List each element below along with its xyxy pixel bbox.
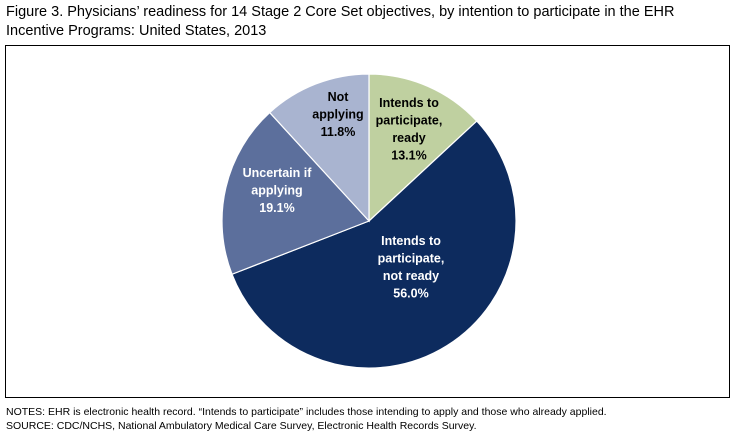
pie-slice-2 <box>221 111 371 276</box>
slice-label-line-0-2: ready <box>392 131 425 145</box>
notes-text: NOTES: EHR is electronic health record. … <box>6 406 607 418</box>
slice-value-3: 11.8% <box>321 125 356 139</box>
figure-title: Figure 3. Physicians’ readiness for 14 S… <box>6 4 675 39</box>
slice-label-line-1-2: not ready <box>383 269 439 283</box>
slice-value-2: 19.1% <box>259 201 294 215</box>
pie-slice-0 <box>368 73 478 223</box>
slice-label-1: Intends to participate, not ready 56.0% <box>378 234 445 301</box>
notes-section: NOTES: EHR is electronic health record. … <box>6 405 607 433</box>
slice-label-line-0-1: participate, <box>376 114 443 128</box>
slice-label-line-2-0: Uncertain if <box>243 166 313 180</box>
pie-slice-1 <box>231 120 517 369</box>
source-text: SOURCE: CDC/NCHS, National Ambulatory Me… <box>6 420 477 432</box>
slice-label-line-3-1: applying <box>312 108 363 122</box>
slice-label-3: Not applying 11.8% <box>312 90 363 139</box>
slice-label-line-1-1: participate, <box>378 252 445 266</box>
slice-label-line-1-0: Intends to <box>381 234 441 248</box>
slice-label-0: Intends to participate, ready 13.1% <box>376 96 443 163</box>
pie-slice-3 <box>268 73 370 223</box>
slice-label-line-0-0: Intends to <box>379 96 439 110</box>
slice-value-0: 13.1% <box>391 149 426 163</box>
slice-value-1: 56.0% <box>393 287 428 301</box>
chart-frame: Intends to participate, ready 13.1% Intends … <box>5 45 730 398</box>
slice-label-line-2-1: applying <box>251 184 302 198</box>
slice-label-2: Uncertain if applying 19.1% <box>243 166 313 215</box>
slice-label-line-3-0: Not <box>328 90 350 104</box>
pie-chart: Intends to participate, ready 13.1%Intends … <box>221 73 517 369</box>
